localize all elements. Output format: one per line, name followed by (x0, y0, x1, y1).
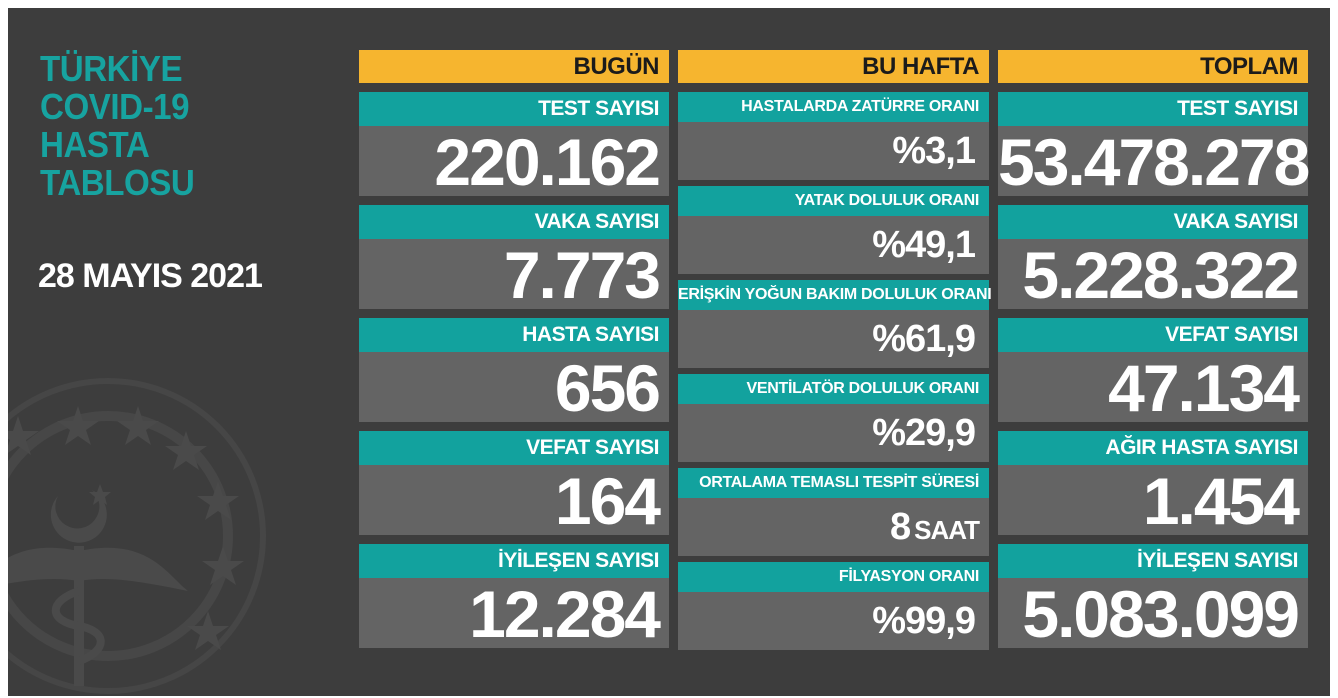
total-death-label: VEFAT SAYISI (998, 318, 1308, 352)
week-ventilator-label: VENTİLATÖR DOLULUK ORANI (678, 374, 989, 404)
week-ventilator-number: %29,9 (872, 412, 976, 454)
week-bed-number: %49,1 (872, 224, 976, 266)
report-date: 28 MAYIS 2021 (38, 257, 263, 295)
today-header: BUGÜN (359, 50, 669, 83)
today-death-card: VEFAT SAYISI 164 (359, 431, 669, 537)
week-contact-label: ORTALAMA TEMASLI TESPİT SÜRESİ (678, 468, 989, 498)
week-filiation-label: FİLYASYON ORANI (678, 562, 989, 592)
today-case-label: VAKA SAYISI (359, 205, 669, 239)
ministry-of-health-emblem-icon (8, 378, 266, 694)
total-severe-card: AĞIR HASTA SAYISI 1.454 (998, 431, 1308, 537)
total-test-value: 53.478.278 (998, 125, 1310, 199)
today-case-card: VAKA SAYISI 7.773 (359, 205, 669, 311)
today-recovered-card: İYİLEŞEN SAYISI 12.284 (359, 544, 669, 650)
total-test-label: TEST SAYISI (998, 92, 1308, 126)
week-ventilator-card: VENTİLATÖR DOLULUK ORANI %29,9 (678, 374, 989, 462)
week-icu-value: %61,9 (678, 310, 989, 368)
title-line-3: HASTA (40, 124, 150, 165)
title-line-4: TABLOSU (40, 162, 195, 203)
week-contact-unit: SAAT (914, 515, 980, 545)
week-bed-label: YATAK DOLULUK ORANI (678, 186, 989, 216)
week-ventilator-value: %29,9 (678, 404, 989, 462)
today-test-value: 220.162 (359, 126, 669, 198)
total-case-label: VAKA SAYISI (998, 205, 1308, 239)
total-severe-label: AĞIR HASTA SAYISI (998, 431, 1308, 465)
total-recovered-label: İYİLEŞEN SAYISI (998, 544, 1308, 578)
page-title: TÜRKİYE COVID-19 HASTA TABLOSU (40, 50, 316, 202)
today-recovered-label: İYİLEŞEN SAYISI (359, 544, 669, 578)
week-pneumonia-label: HASTALARDA ZATÜRRE ORANI (678, 92, 989, 122)
total-test-card: TEST SAYISI 53.478.278 (998, 92, 1310, 199)
total-recovered-card: İYİLEŞEN SAYISI 5.083.099 (998, 544, 1308, 650)
title-line-2: COVID-19 (40, 86, 190, 127)
today-patient-label: HASTA SAYISI (359, 318, 669, 352)
total-death-value: 47.134 (998, 352, 1308, 424)
today-death-label: VEFAT SAYISI (359, 431, 669, 465)
week-contact-number: 8 (890, 506, 911, 548)
title-line-1: TÜRKİYE (40, 48, 183, 89)
today-death-value: 164 (359, 465, 669, 537)
week-icu-label: ERİŞKİN YOĞUN BAKIM DOLULUK ORANI (678, 280, 992, 310)
total-case-card: VAKA SAYISI 5.228.322 (998, 205, 1308, 311)
covid-dashboard: TÜRKİYE COVID-19 HASTA TABLOSU 28 MAYIS … (8, 8, 1330, 696)
week-filiation-card: FİLYASYON ORANI %99,9 (678, 562, 989, 650)
today-case-value: 7.773 (359, 239, 669, 311)
total-case-value: 5.228.322 (998, 239, 1308, 311)
today-recovered-value: 12.284 (359, 578, 669, 650)
week-icu-card: ERİŞKİN YOĞUN BAKIM DOLULUK ORANI %61,9 (678, 280, 992, 368)
week-bed-card: YATAK DOLULUK ORANI %49,1 (678, 186, 989, 274)
week-filiation-number: %99,9 (872, 600, 976, 642)
total-death-card: VEFAT SAYISI 47.134 (998, 318, 1308, 424)
week-pneumonia-number: %3,1 (892, 130, 976, 172)
week-icu-number: %61,9 (872, 318, 976, 360)
total-severe-value: 1.454 (998, 465, 1308, 537)
today-patient-card: HASTA SAYISI 656 (359, 318, 669, 424)
week-contact-value: 8 SAAT (678, 498, 989, 556)
week-bed-value: %49,1 (678, 216, 989, 274)
today-patient-value: 656 (359, 352, 669, 424)
total-recovered-value: 5.083.099 (998, 578, 1308, 650)
week-contact-card: ORTALAMA TEMASLI TESPİT SÜRESİ 8 SAAT (678, 468, 989, 556)
today-test-card: TEST SAYISI 220.162 (359, 92, 669, 198)
week-header: BU HAFTA (678, 50, 989, 83)
total-header: TOPLAM (998, 50, 1308, 83)
today-test-label: TEST SAYISI (359, 92, 669, 126)
week-filiation-value: %99,9 (678, 592, 989, 650)
week-pneumonia-value: %3,1 (678, 122, 989, 180)
week-pneumonia-card: HASTALARDA ZATÜRRE ORANI %3,1 (678, 92, 989, 180)
